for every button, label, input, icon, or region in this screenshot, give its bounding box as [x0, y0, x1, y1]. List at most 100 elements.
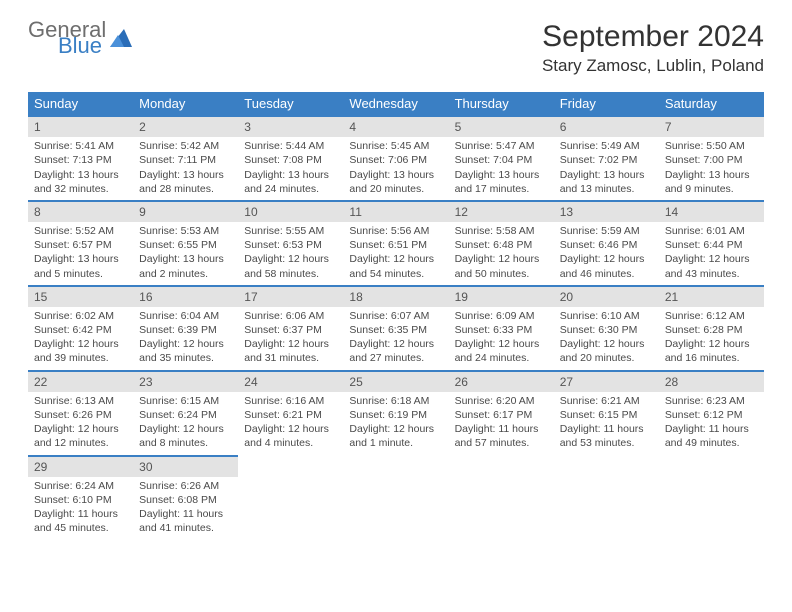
weekday-header: Friday: [554, 92, 659, 115]
calendar-cell: 4Sunrise: 5:45 AMSunset: 7:06 PMDaylight…: [343, 115, 448, 200]
calendar-cell: 23 Sunrise: 6:15 AMSunset: 6:24 PMDayligh…: [133, 370, 238, 455]
calendar-row: 8Sunrise: 5:52 AMSunset: 6:57 PMDaylight…: [28, 200, 764, 285]
day-number: 19: [449, 287, 554, 307]
sunset-text: Sunset: 7:02 PM: [560, 153, 653, 167]
day-number: 30: [133, 457, 238, 477]
calendar-cell: 22Sunrise: 6:13 AMSunset: 6:26 PMDayligh…: [28, 370, 133, 455]
daylight-text: Daylight: 13 hours and 13 minutes.: [560, 168, 653, 196]
day-number: 11: [343, 202, 448, 222]
sunrise-text: Sunrise: 5:55 AM: [244, 224, 337, 238]
day-number: 24: [238, 372, 343, 392]
calendar-cell: 6Sunrise: 5:49 AMSunset: 7:02 PMDaylight…: [554, 115, 659, 200]
day-number: 29: [28, 457, 133, 477]
sunset-text: Sunset: 6:28 PM: [665, 323, 758, 337]
calendar-cell: 29Sunrise: 6:24 AMSunset: 6:10 PMDayligh…: [28, 455, 133, 540]
calendar-cell: 1Sunrise: 5:41 AMSunset: 7:13 PMDaylight…: [28, 115, 133, 200]
sunrise-text: Sunrise: 6:13 AM: [34, 394, 127, 408]
calendar-cell: 20Sunrise: 6:10 AMSunset: 6:30 PMDayligh…: [554, 285, 659, 370]
sunset-text: Sunset: 6:33 PM: [455, 323, 548, 337]
daylight-text: Daylight: 13 hours and 20 minutes.: [349, 168, 442, 196]
sunset-text: Sunset: 6:08 PM: [139, 493, 232, 507]
calendar-header-row: SundayMondayTuesdayWednesdayThursdayFrid…: [28, 92, 764, 115]
calendar-cell: 9Sunrise: 5:53 AMSunset: 6:55 PMDaylight…: [133, 200, 238, 285]
calendar-row: 22Sunrise: 6:13 AMSunset: 6:26 PMDayligh…: [28, 370, 764, 455]
day-number: 15: [28, 287, 133, 307]
sunrise-text: Sunrise: 5:41 AM: [34, 139, 127, 153]
calendar-cell: 5Sunrise: 5:47 AMSunset: 7:04 PMDaylight…: [449, 115, 554, 200]
daylight-text: Daylight: 12 hours and 54 minutes.: [349, 252, 442, 280]
daylight-text: Daylight: 13 hours and 2 minutes.: [139, 252, 232, 280]
calendar-cell: 25Sunrise: 6:18 AMSunset: 6:19 PMDayligh…: [343, 370, 448, 455]
sunrise-text: Sunrise: 5:52 AM: [34, 224, 127, 238]
day-number: 21: [659, 287, 764, 307]
sunrise-text: Sunrise: 6:12 AM: [665, 309, 758, 323]
day-number: 9: [133, 202, 238, 222]
daylight-text: Daylight: 11 hours and 49 minutes.: [665, 422, 758, 450]
sunset-text: Sunset: 6:24 PM: [139, 408, 232, 422]
daylight-text: Daylight: 12 hours and 50 minutes.: [455, 252, 548, 280]
sunrise-text: Sunrise: 5:42 AM: [139, 139, 232, 153]
sunset-text: Sunset: 6:21 PM: [244, 408, 337, 422]
calendar-cell: 8Sunrise: 5:52 AMSunset: 6:57 PMDaylight…: [28, 200, 133, 285]
day-number: 10: [238, 202, 343, 222]
calendar-cell: 12Sunrise: 5:58 AMSunset: 6:48 PMDayligh…: [449, 200, 554, 285]
daylight-text: Daylight: 12 hours and 12 minutes.: [34, 422, 127, 450]
calendar-cell: 21Sunrise: 6:12 AMSunset: 6:28 PMDayligh…: [659, 285, 764, 370]
sunset-text: Sunset: 6:44 PM: [665, 238, 758, 252]
calendar-cell: 30Sunrise: 6:26 AMSunset: 6:08 PMDayligh…: [133, 455, 238, 540]
location: Stary Zamosc, Lublin, Poland: [542, 56, 764, 76]
calendar-cell: 11Sunrise: 5:56 AMSunset: 6:51 PMDayligh…: [343, 200, 448, 285]
daylight-text: Daylight: 12 hours and 8 minutes.: [139, 422, 232, 450]
sunset-text: Sunset: 7:11 PM: [139, 153, 232, 167]
sunrise-text: Sunrise: 6:02 AM: [34, 309, 127, 323]
day-number: 17: [238, 287, 343, 307]
day-number: 23: [133, 372, 238, 392]
day-number: 2: [133, 117, 238, 137]
sunset-text: Sunset: 7:04 PM: [455, 153, 548, 167]
day-number: 28: [659, 372, 764, 392]
sunset-text: Sunset: 7:00 PM: [665, 153, 758, 167]
weekday-header: Thursday: [449, 92, 554, 115]
daylight-text: Daylight: 12 hours and 4 minutes.: [244, 422, 337, 450]
sunrise-text: Sunrise: 6:21 AM: [560, 394, 653, 408]
sunset-text: Sunset: 6:15 PM: [560, 408, 653, 422]
day-number: 26: [449, 372, 554, 392]
calendar-cell: 19Sunrise: 6:09 AMSunset: 6:33 PMDayligh…: [449, 285, 554, 370]
calendar-cell: 10Sunrise: 5:55 AMSunset: 6:53 PMDayligh…: [238, 200, 343, 285]
weekday-header: Sunday: [28, 92, 133, 115]
daylight-text: Daylight: 12 hours and 46 minutes.: [560, 252, 653, 280]
calendar-cell: 13Sunrise: 5:59 AMSunset: 6:46 PMDayligh…: [554, 200, 659, 285]
sunset-text: Sunset: 6:42 PM: [34, 323, 127, 337]
daylight-text: Daylight: 12 hours and 27 minutes.: [349, 337, 442, 365]
calendar-cell: 17Sunrise: 6:06 AMSunset: 6:37 PMDayligh…: [238, 285, 343, 370]
calendar-cell: [238, 455, 343, 540]
weekday-header: Tuesday: [238, 92, 343, 115]
calendar-cell: [343, 455, 448, 540]
daylight-text: Daylight: 12 hours and 58 minutes.: [244, 252, 337, 280]
sunrise-text: Sunrise: 6:23 AM: [665, 394, 758, 408]
weekday-header: Monday: [133, 92, 238, 115]
sunrise-text: Sunrise: 6:15 AM: [139, 394, 232, 408]
sunrise-text: Sunrise: 5:50 AM: [665, 139, 758, 153]
sunrise-text: Sunrise: 5:47 AM: [455, 139, 548, 153]
sunset-text: Sunset: 7:06 PM: [349, 153, 442, 167]
month-title: September 2024: [542, 20, 764, 54]
daylight-text: Daylight: 11 hours and 57 minutes.: [455, 422, 548, 450]
sunset-text: Sunset: 7:08 PM: [244, 153, 337, 167]
day-number: 27: [554, 372, 659, 392]
calendar-cell: 2Sunrise: 5:42 AMSunset: 7:11 PMDaylight…: [133, 115, 238, 200]
sunset-text: Sunset: 6:35 PM: [349, 323, 442, 337]
sunset-text: Sunset: 6:37 PM: [244, 323, 337, 337]
calendar-row: 15Sunrise: 6:02 AMSunset: 6:42 PMDayligh…: [28, 285, 764, 370]
weekday-header: Wednesday: [343, 92, 448, 115]
daylight-text: Daylight: 12 hours and 39 minutes.: [34, 337, 127, 365]
daylight-text: Daylight: 13 hours and 24 minutes.: [244, 168, 337, 196]
sunrise-text: Sunrise: 6:10 AM: [560, 309, 653, 323]
calendar-cell: 24Sunrise: 6:16 AMSunset: 6:21 PMDayligh…: [238, 370, 343, 455]
sunset-text: Sunset: 6:26 PM: [34, 408, 127, 422]
logo: General Blue: [28, 20, 132, 56]
daylight-text: Daylight: 11 hours and 53 minutes.: [560, 422, 653, 450]
day-number: 5: [449, 117, 554, 137]
day-number: 12: [449, 202, 554, 222]
sunrise-text: Sunrise: 5:56 AM: [349, 224, 442, 238]
